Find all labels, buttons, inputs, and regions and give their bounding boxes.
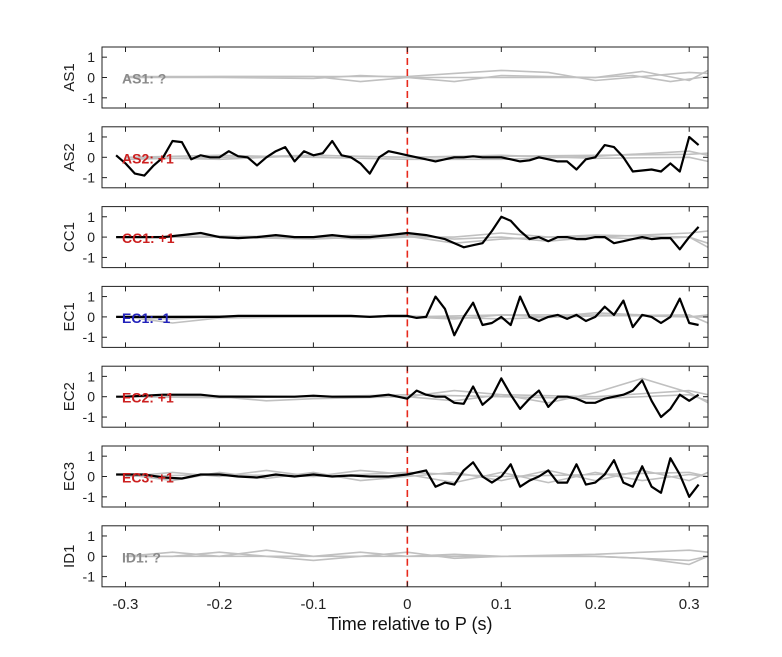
y-tick-label: 0 — [87, 229, 95, 245]
x-tick-label: -0.2 — [207, 596, 233, 613]
y-tick-label: 1 — [87, 368, 95, 384]
x-tick-label: 0.1 — [491, 596, 512, 613]
polarity-label: ID1: ? — [122, 549, 161, 565]
x-axis-label: Time relative to P (s) — [327, 614, 492, 634]
y-tick-label: -1 — [83, 329, 96, 345]
reference-trace-2 — [125, 389, 708, 402]
polarity-label: EC1: -1 — [122, 310, 170, 326]
y-tick-label: -1 — [83, 569, 96, 585]
y-tick-label: -1 — [83, 90, 96, 106]
y-axis-label: AS2 — [61, 143, 78, 171]
plot-area — [125, 525, 708, 587]
y-tick-label: -1 — [83, 170, 96, 186]
y-tick-label: 1 — [87, 49, 95, 65]
polarity-label: AS2: +1 — [122, 150, 174, 166]
y-tick-label: 0 — [87, 469, 95, 485]
y-tick-label: 1 — [87, 129, 95, 145]
x-tick-label: 0.3 — [679, 596, 700, 613]
panel-as1: AS1: ? -1 0 1 AS1 — [61, 46, 709, 109]
y-tick-label: 0 — [87, 149, 95, 165]
x-tick-label: -0.3 — [113, 596, 139, 613]
y-tick-label: 0 — [87, 309, 95, 325]
waveform-trace — [116, 377, 700, 419]
plot-area — [116, 286, 708, 348]
y-tick-label: 1 — [87, 289, 95, 305]
waveform-trace — [116, 457, 700, 498]
polarity-label: AS1: ? — [122, 71, 166, 87]
y-tick-label: -1 — [83, 489, 96, 505]
panel-id1: ID1: ? -1 0 1 ID1 — [61, 525, 709, 588]
plot-area — [115, 126, 708, 188]
reference-trace-3 — [125, 74, 708, 83]
y-tick-label: 0 — [87, 548, 95, 564]
panel-ec1: EC1: -1 -1 0 1 EC1 — [61, 285, 709, 348]
reference-trace-2 — [125, 469, 708, 482]
y-tick-label: 0 — [87, 389, 95, 405]
y-tick-label: -1 — [83, 409, 96, 425]
panel-cc1: CC1: +1 -1 0 1 CC1 — [61, 206, 709, 269]
x-tick-label: 0.2 — [585, 596, 606, 613]
x-axis: -0.3 -0.2 -0.1 0 0.1 0.2 0.3 — [113, 596, 700, 613]
plot-area — [116, 446, 708, 507]
y-axis-label: CC1 — [61, 222, 78, 252]
y-axis-label: ID1 — [61, 545, 78, 568]
y-axis-label: EC3 — [61, 462, 78, 491]
plot-area — [116, 366, 708, 428]
reference-trace-2 — [125, 69, 708, 83]
waveform-trace — [116, 215, 700, 251]
x-tick-label: 0 — [403, 596, 411, 613]
polarity-label: CC1: +1 — [122, 230, 175, 246]
waveform-trace — [116, 295, 699, 337]
y-axis-label: AS1 — [61, 63, 78, 91]
polarity-label: EC3: +1 — [122, 470, 174, 486]
y-tick-label: 1 — [87, 448, 95, 464]
plot-area — [116, 206, 708, 268]
y-tick-label: 0 — [87, 70, 95, 86]
plot-area — [125, 47, 708, 108]
y-tick-label: 1 — [87, 528, 95, 544]
panel-as2: AS2: +1 -1 0 1 AS2 — [61, 126, 709, 189]
reference-trace-3 — [125, 471, 708, 478]
y-axis-label: EC1 — [61, 302, 78, 331]
waveform-trace — [115, 135, 700, 177]
x-tick-label: -0.1 — [300, 596, 326, 613]
y-axis-label: EC2 — [61, 382, 78, 411]
panel-ec2: EC2: +1 -1 0 1 EC2 — [61, 365, 709, 428]
y-tick-label: -1 — [83, 249, 96, 265]
y-tick-label: 1 — [87, 209, 95, 225]
polarity-label: EC2: +1 — [122, 390, 174, 406]
panel-ec3: EC3: +1 -1 0 1 EC3 — [61, 445, 709, 508]
reference-trace-3 — [125, 555, 708, 566]
